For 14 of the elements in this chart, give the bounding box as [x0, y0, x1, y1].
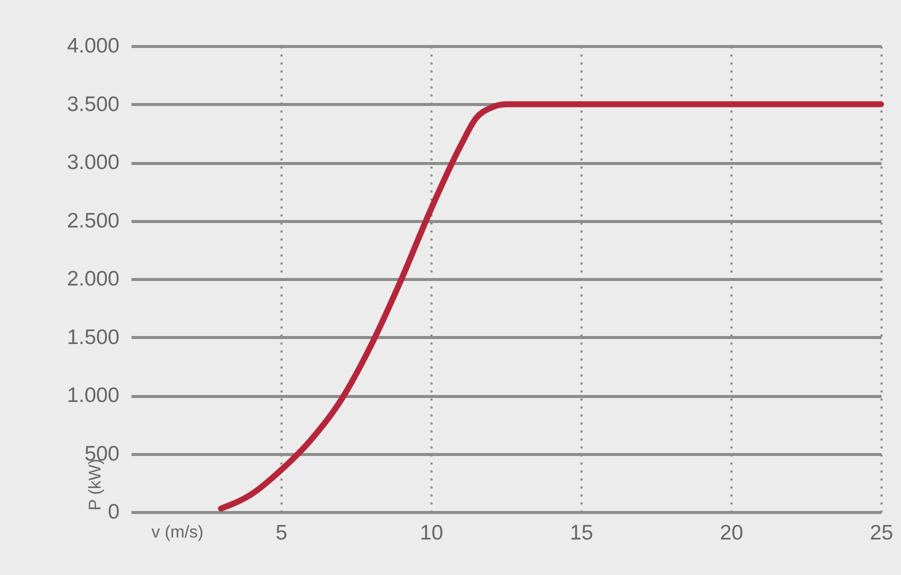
y-tick-label: 1.500 — [66, 326, 120, 349]
y-tick-label: 0 — [108, 500, 120, 524]
y-tick-label: 3.500 — [66, 92, 120, 116]
x-tick-label: 15 — [570, 522, 594, 544]
x-tick-label: 5 — [276, 522, 288, 544]
y-tick-label: 2.000 — [66, 268, 120, 290]
y-tick-label: 1.000 — [66, 384, 120, 407]
x-tick-label: 25 — [870, 522, 894, 544]
x-tick-label: 20 — [720, 522, 744, 544]
x-tick-label: 10 — [420, 522, 444, 544]
y-tick-label: 3.000 — [66, 151, 120, 174]
y-tick-label: 4.000 — [66, 34, 120, 58]
x-axis-title: v (m/s) — [152, 522, 204, 542]
y-tick-label: 2.500 — [66, 209, 120, 232]
